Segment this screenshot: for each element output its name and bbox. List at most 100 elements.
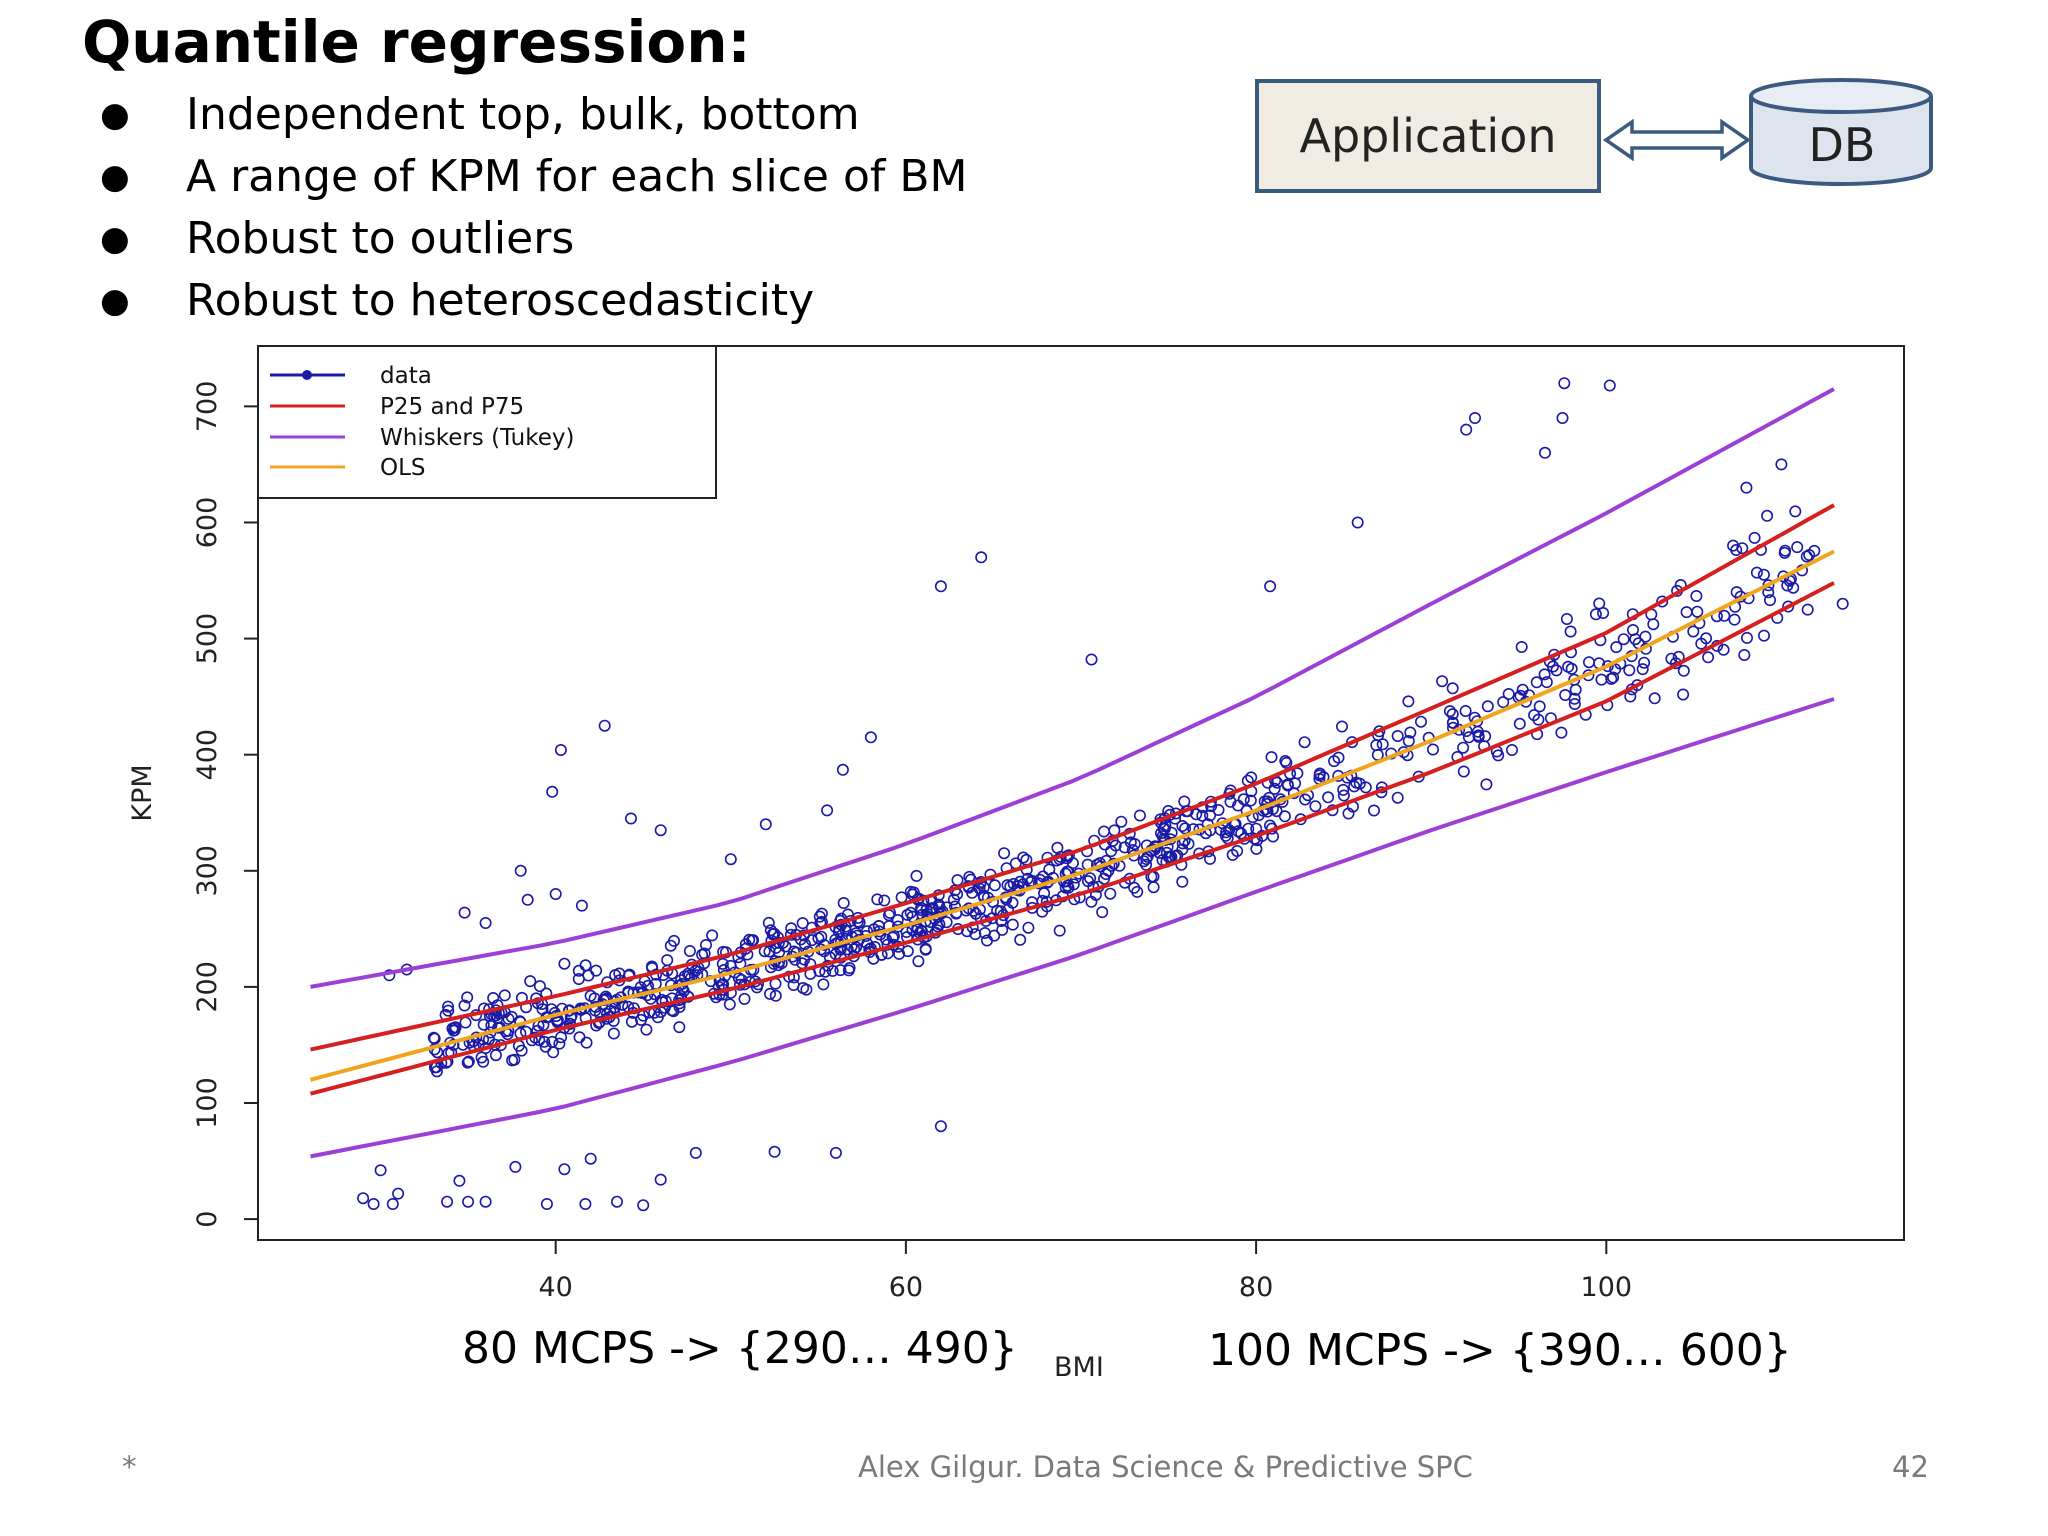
data-point <box>1665 652 1678 665</box>
data-point <box>785 922 798 935</box>
data-point <box>988 879 1001 892</box>
data-point <box>524 975 537 988</box>
data-point <box>1391 729 1404 742</box>
data-point <box>817 978 830 991</box>
data-point <box>1481 700 1494 713</box>
y-tick-label: 600 <box>192 497 223 549</box>
bullet-glyph: ● <box>100 95 130 135</box>
data-point <box>554 743 567 756</box>
data-point <box>1627 623 1640 636</box>
data-point <box>1636 663 1649 676</box>
y-tick-label: 200 <box>192 961 223 1013</box>
data-point <box>1457 741 1470 754</box>
data-point <box>1131 885 1144 898</box>
data-point <box>477 1018 490 1031</box>
data-point <box>1082 875 1095 888</box>
data-point <box>901 908 914 921</box>
data-point <box>367 1198 380 1211</box>
data-point <box>442 1004 455 1017</box>
data-point <box>1691 605 1704 618</box>
data-point <box>462 1195 475 1208</box>
data-point <box>1017 851 1030 864</box>
data-point <box>579 959 592 972</box>
data-point <box>978 926 991 939</box>
data-point <box>634 981 647 994</box>
data-point <box>977 881 990 894</box>
data-point <box>1472 730 1485 743</box>
data-point <box>515 1044 528 1057</box>
data-point <box>723 998 736 1011</box>
data-point <box>1787 581 1800 594</box>
data-point <box>919 943 932 956</box>
legend-label: P25 and P75 <box>380 394 524 420</box>
data-point <box>886 931 899 944</box>
data-point <box>1391 791 1404 804</box>
data-point <box>1336 720 1349 733</box>
data-point <box>798 938 811 951</box>
data-point <box>392 1187 405 1200</box>
data-point <box>1204 852 1217 865</box>
data-point <box>1309 800 1322 813</box>
data-point <box>1595 673 1608 686</box>
data-point <box>1137 855 1150 868</box>
legend-label: data <box>380 363 432 389</box>
y-tick-label: 700 <box>192 381 223 433</box>
data-point <box>762 916 775 929</box>
data-point <box>1610 641 1623 654</box>
data-point <box>829 1146 842 1159</box>
data-point <box>759 818 772 831</box>
data-point <box>584 1152 597 1165</box>
data-point <box>1265 751 1278 764</box>
data-point <box>536 1003 549 1016</box>
data-point <box>1212 803 1225 816</box>
data-point <box>1067 878 1080 891</box>
slide-title: Quantile regression: <box>82 8 751 76</box>
data-point <box>1278 810 1291 823</box>
data-point <box>1564 625 1577 638</box>
application-box: Application <box>1255 79 1601 193</box>
annotation-80-mcps: 80 MCPS -> {290… 490} <box>462 1323 1018 1374</box>
data-point <box>920 903 933 916</box>
data-point <box>654 824 667 837</box>
data-point <box>427 1031 440 1044</box>
page-number: 42 <box>1892 1450 1929 1484</box>
data-point <box>1133 809 1146 822</box>
data-point <box>441 1195 454 1208</box>
data-point <box>947 893 960 906</box>
data-point <box>661 954 674 967</box>
data-point <box>1351 516 1364 529</box>
data-point <box>1583 656 1596 669</box>
data-point <box>980 934 993 947</box>
data-point <box>558 957 571 970</box>
data-point <box>1782 600 1795 613</box>
y-axis-label: KPM <box>127 764 158 821</box>
bullet-text: Robust to outliers <box>186 213 575 264</box>
data-point <box>1539 446 1552 459</box>
data-point <box>665 1004 678 1017</box>
data-point <box>1415 715 1428 728</box>
data-point <box>871 893 884 906</box>
y-tick-label: 500 <box>192 613 223 665</box>
data-point <box>1268 782 1281 795</box>
data-point <box>509 1160 522 1173</box>
data-point <box>1118 841 1131 854</box>
data-point <box>533 980 546 993</box>
data-point <box>996 923 1009 936</box>
architecture-diagram <box>1602 78 1933 186</box>
data-point <box>910 869 923 882</box>
data-point <box>1115 815 1128 828</box>
line-p25 <box>309 581 1835 1096</box>
data-point <box>1242 822 1255 835</box>
annotation-100-mcps: 100 MCPS -> {390… 600} <box>1208 1325 1792 1376</box>
data-point <box>850 941 863 954</box>
data-point <box>998 847 1011 860</box>
data-point <box>1764 594 1777 607</box>
data-point <box>1624 690 1637 703</box>
bullet-glyph: ● <box>100 281 130 321</box>
data-point <box>1775 458 1788 471</box>
data-point <box>1006 918 1019 931</box>
data-point <box>1758 629 1771 642</box>
data-point <box>1460 423 1473 436</box>
data-point <box>1038 887 1051 900</box>
legend-label: OLS <box>380 455 426 481</box>
